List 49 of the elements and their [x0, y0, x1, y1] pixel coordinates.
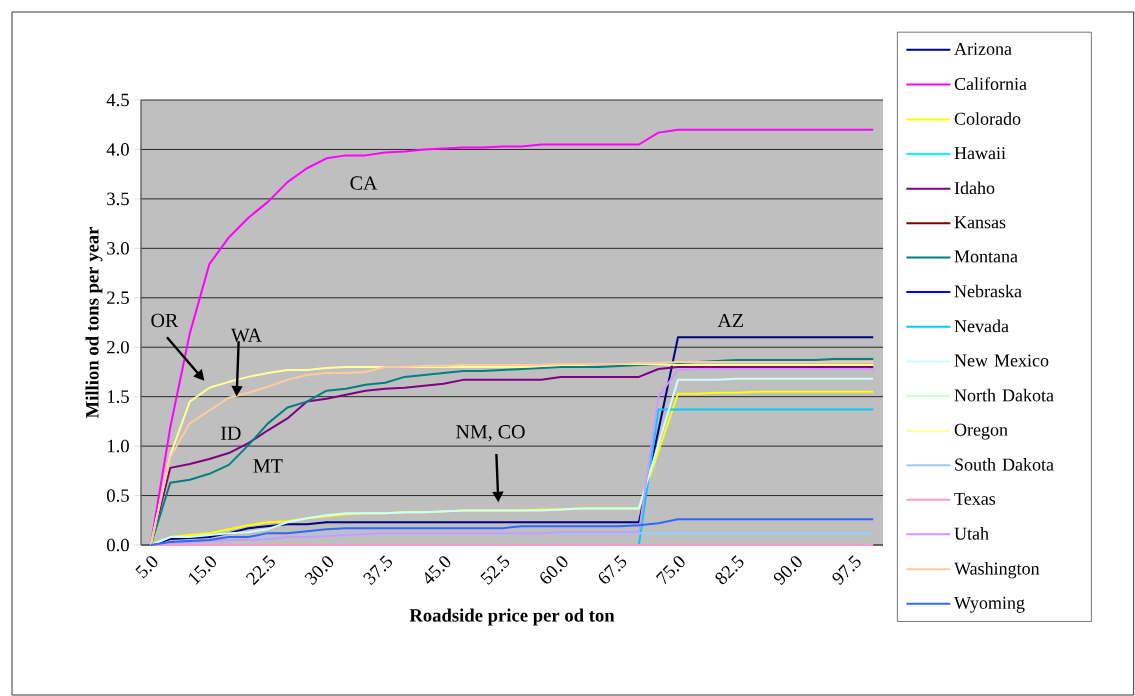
legend-label: Colorado	[954, 112, 1021, 125]
annotation: NM, CO	[456, 425, 525, 442]
x-tick-label: 45.0	[425, 556, 451, 584]
annotation: WA	[230, 328, 262, 343]
legend-label: New Mexico	[954, 354, 1049, 367]
legend-label: Montana	[954, 250, 1018, 263]
legend-label: South Dakota	[955, 458, 1054, 471]
x-tick-label: 15.0	[188, 556, 216, 585]
y-tick-label: 2.0	[107, 340, 129, 354]
x-axis-title: Roadside price per od ton	[409, 608, 615, 626]
y-tick-label: 1.0	[107, 439, 129, 453]
x-tick-label: 5.0	[135, 556, 158, 579]
annotation: OR	[151, 313, 179, 328]
x-tick-label: 97.5	[832, 555, 861, 585]
legend-label: Washington	[954, 561, 1040, 579]
legend-label: Nebraska	[954, 284, 1022, 298]
y-tick-label: 0.0	[107, 538, 129, 552]
x-tick-label: 75.0	[655, 556, 685, 585]
x-tick-label: 30.0	[304, 556, 334, 585]
y-tick-label: 3.0	[107, 241, 129, 255]
y-axis-title: Million od tons per year	[85, 226, 103, 419]
x-tick-label: 90.0	[773, 556, 802, 585]
annotation: AZ	[717, 313, 743, 328]
x-tick-label: 60.0	[540, 556, 568, 584]
legend-label: Utah	[954, 527, 989, 540]
legend-label: Texas	[954, 492, 996, 505]
legend-label: Kansas	[954, 216, 1006, 229]
legend-label: North Dakota	[954, 388, 1054, 402]
annotation: CA	[350, 176, 378, 190]
legend-label: Hawaii	[954, 147, 1006, 160]
x-tick-label: 67.5	[598, 555, 627, 584]
legend-label: Nevada	[954, 319, 1009, 333]
y-tick-label: 3.5	[107, 192, 129, 206]
y-tick-label: 4.0	[106, 143, 129, 156]
x-tick-label: 82.5	[715, 555, 744, 585]
x-tick-label: 22.5	[245, 555, 275, 586]
annotation: ID	[221, 426, 241, 440]
y-tick-label: 0.5	[107, 489, 129, 502]
legend-label: Oregon	[954, 423, 1008, 440]
legend-label: California	[954, 77, 1027, 91]
x-tick-label: 37.5	[363, 555, 392, 585]
y-tick-label: 1.5	[107, 390, 129, 403]
legend-label: Wyoming	[954, 596, 1025, 613]
y-tick-label: 2.5	[107, 291, 129, 305]
y-tick-label: 4.5	[106, 93, 129, 107]
legend-label: Idaho	[954, 181, 995, 195]
annotation: MT	[253, 459, 283, 473]
legend-label: Arizona	[954, 42, 1012, 55]
x-tick-label: 52.5	[480, 555, 510, 585]
